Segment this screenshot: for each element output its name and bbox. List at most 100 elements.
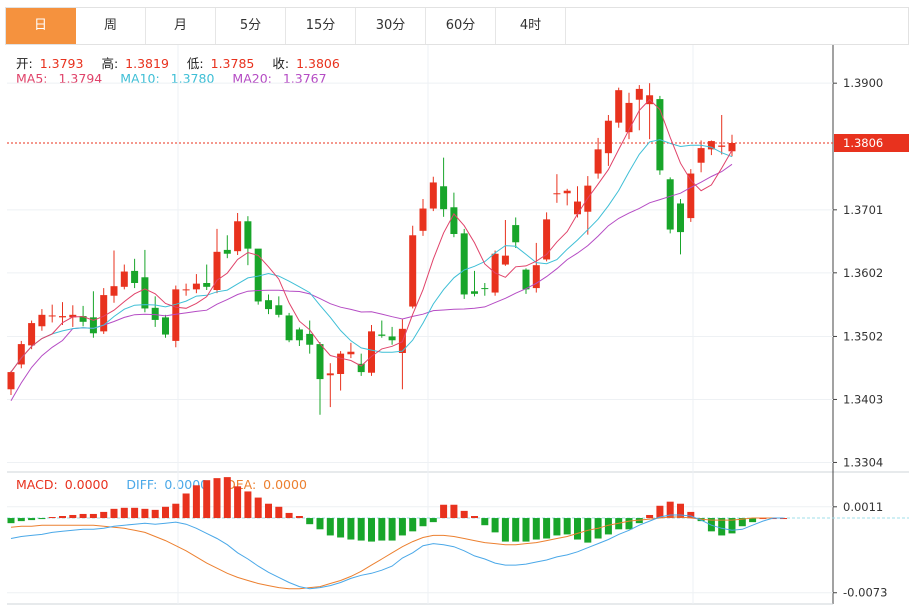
macd-bar	[295, 516, 303, 519]
macd-bar	[244, 491, 252, 519]
macd-bar	[110, 508, 118, 519]
macd-bar	[687, 511, 695, 519]
ma5-line	[10, 98, 733, 373]
macd-bar	[666, 501, 674, 519]
candle-body	[553, 193, 561, 195]
candle-body	[162, 317, 169, 335]
candle-body	[131, 270, 139, 283]
candle-body	[677, 203, 684, 233]
macd-bar	[501, 518, 509, 542]
candle-body	[718, 145, 726, 147]
candle-body	[574, 201, 581, 215]
candle-body	[48, 315, 56, 317]
tab-week[interactable]: 周	[76, 8, 146, 44]
macd-bar	[337, 518, 345, 538]
candle-body	[460, 233, 468, 295]
candle-body	[306, 333, 314, 345]
low-label: 低:	[186, 56, 204, 71]
tab-month[interactable]: 月	[146, 8, 216, 44]
candle-body	[337, 353, 345, 374]
candle-body	[141, 277, 149, 309]
ma5-value: 1.3794	[58, 71, 103, 86]
candle-body	[213, 251, 221, 290]
price-tick-label: 1.3502	[843, 329, 883, 343]
candle-body	[244, 221, 252, 249]
macd-bar	[388, 518, 396, 541]
candle-body	[59, 316, 66, 318]
macd-bar	[398, 518, 406, 536]
candle-body	[120, 271, 128, 287]
ma5-label: MA5:	[16, 71, 48, 86]
candle-body	[326, 373, 334, 376]
tab-60min[interactable]: 60分	[426, 8, 496, 44]
candle-body	[223, 249, 231, 254]
macd-bar	[780, 518, 787, 520]
macd-bar	[69, 514, 77, 519]
price-tick-label: 1.3900	[843, 76, 883, 90]
macd-bar	[574, 518, 581, 540]
macd-bar	[316, 518, 324, 530]
macd-bar	[532, 518, 540, 540]
open-value: 1.3793	[39, 56, 84, 71]
macd-bar	[635, 518, 643, 524]
macd-bar	[357, 518, 365, 541]
high-value: 1.3819	[125, 56, 169, 71]
tab-4hour[interactable]: 4时	[496, 8, 566, 44]
candle-body	[563, 190, 571, 194]
macd-tick-label: 0.0011	[843, 500, 883, 514]
macd-bar	[440, 504, 448, 519]
macd-bar	[656, 505, 664, 519]
candle-body	[543, 219, 551, 260]
macd-bar	[100, 511, 108, 519]
macd-tick-label: -0.0073	[843, 586, 887, 600]
tab-15min[interactable]: 15分	[286, 8, 356, 44]
macd-bar	[162, 506, 169, 519]
macd-bar	[718, 518, 726, 536]
candle-body	[378, 334, 386, 336]
macd-bar	[481, 518, 489, 526]
ma20-line	[10, 163, 733, 401]
macd-bar	[604, 518, 612, 535]
candle-body	[532, 265, 540, 289]
tab-30min[interactable]: 30分	[356, 8, 426, 44]
candle-body	[625, 102, 633, 133]
candle-body	[151, 307, 159, 320]
ma10-value: 1.3780	[170, 71, 215, 86]
macd-bar	[192, 485, 200, 519]
candle-body	[594, 149, 602, 174]
diff-line	[10, 514, 784, 590]
macd-bar	[471, 516, 478, 519]
macd-bar	[172, 503, 180, 519]
macd-bar	[7, 518, 15, 524]
candle-body	[501, 255, 509, 265]
close-label: 收:	[272, 56, 290, 71]
macd-bar	[59, 516, 66, 519]
candle-body	[234, 221, 242, 252]
macd-bar	[285, 512, 293, 519]
macd-bar	[254, 497, 262, 519]
dea-line	[10, 516, 784, 590]
macd-bar	[79, 513, 87, 519]
macd-bar	[378, 518, 386, 541]
candle-body	[295, 329, 303, 341]
macd-bar	[120, 507, 128, 519]
macd-bar	[347, 518, 355, 540]
macd-bar	[131, 507, 139, 519]
macd-bar	[182, 493, 190, 519]
candle-body	[440, 186, 448, 210]
candle-body	[429, 182, 437, 209]
diff-label: DIFF:	[126, 477, 158, 492]
candle-body	[471, 291, 478, 294]
candle-body	[707, 141, 715, 150]
candle-body	[656, 99, 664, 171]
candle-body	[512, 225, 520, 243]
tab-day[interactable]: 日	[6, 8, 76, 44]
tab-5min[interactable]: 5分	[216, 8, 286, 44]
macd-bar	[543, 518, 551, 539]
ohlc-legend: 开: 1.3793 高: 1.3819 低: 1.3785 收: 1.3806	[16, 53, 354, 72]
macd-bar	[491, 518, 499, 533]
candle-body	[347, 351, 355, 355]
close-value: 1.3806	[296, 56, 340, 71]
macd-bar	[553, 518, 561, 536]
